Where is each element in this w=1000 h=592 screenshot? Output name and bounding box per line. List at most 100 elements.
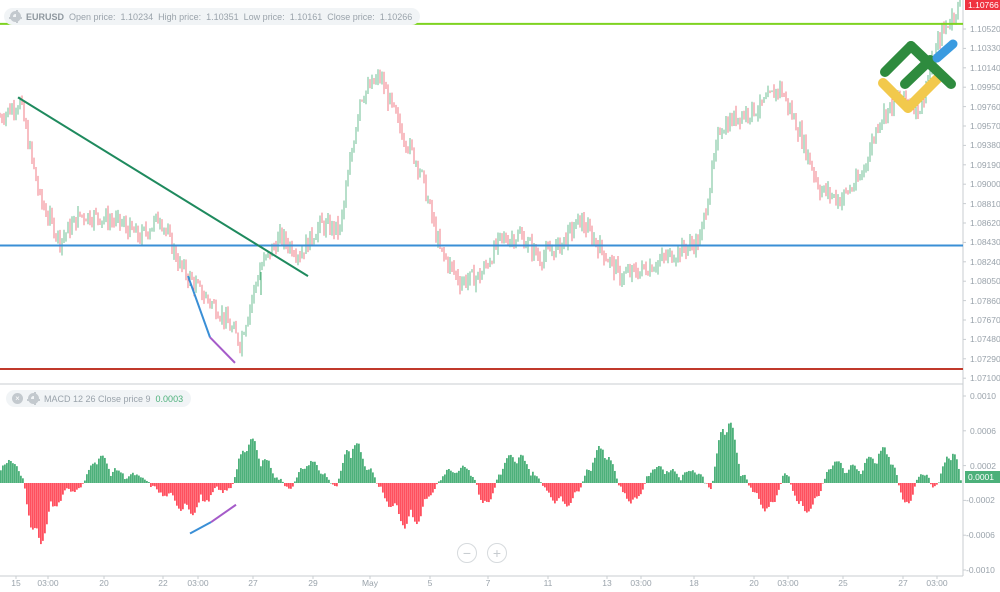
macd-bar: [652, 469, 654, 483]
macd-bar: [108, 468, 110, 483]
time-tick-label: 25: [838, 578, 848, 588]
macd-bar: [436, 483, 438, 485]
price-tick-label: 1.07670: [970, 315, 1000, 325]
macd-bar: [860, 474, 862, 483]
macd-tick-label: -0.0002: [966, 495, 995, 506]
macd-bar: [792, 483, 794, 491]
macd-bar: [120, 472, 122, 483]
macd-bar: [518, 457, 520, 483]
macd-bar: [70, 483, 72, 492]
macd-bar: [520, 454, 522, 483]
macd-bar: [196, 483, 198, 508]
zoom-in-button[interactable]: +: [487, 543, 507, 563]
macd-bar: [774, 483, 776, 502]
macd-bar: [134, 475, 136, 483]
macd-bar: [616, 478, 618, 483]
macd-bar: [246, 451, 248, 483]
macd-bar: [52, 483, 54, 507]
macd-bar: [98, 458, 100, 483]
macd-bar: [646, 476, 648, 483]
macd-bar: [456, 472, 458, 483]
macd-bar: [64, 483, 66, 491]
current-price-tag: 1.10766: [965, 0, 1000, 10]
macd-bar: [38, 483, 40, 538]
macd-bar: [550, 483, 552, 498]
macd-bar: [762, 483, 764, 509]
macd-bar: [678, 477, 680, 483]
macd-bar: [80, 483, 82, 488]
macd-bar: [90, 465, 92, 483]
macd-bar: [612, 464, 614, 483]
macd-bar: [754, 483, 756, 493]
macd-bar: [892, 464, 894, 483]
macd-bar: [854, 465, 856, 483]
macd-bar: [446, 469, 448, 483]
macd-bar: [174, 483, 176, 501]
macd-bar: [462, 465, 464, 483]
open-value: 1.10234: [120, 11, 154, 22]
macd-bar: [530, 475, 532, 483]
macd-bar: [722, 429, 724, 483]
macd-bar: [254, 441, 256, 483]
macd-bar: [326, 477, 328, 483]
macd-bar: [880, 450, 882, 483]
macd-bar: [146, 480, 148, 483]
gear-icon[interactable]: [27, 392, 40, 405]
macd-bar: [738, 463, 740, 483]
macd-bar: [702, 476, 704, 483]
macd-bar: [498, 474, 500, 483]
macd-bar: [150, 483, 152, 488]
macd-bar: [272, 473, 274, 483]
time-tick-label: 03:00: [926, 578, 948, 588]
macd-bar: [34, 483, 36, 529]
zoom-out-button[interactable]: −: [457, 543, 477, 563]
macd-bar: [240, 454, 242, 483]
macd-bar: [414, 483, 416, 522]
close-icon[interactable]: ×: [12, 393, 23, 404]
macd-bar: [228, 483, 230, 489]
macd-bar: [374, 477, 376, 483]
macd-bar: [154, 483, 156, 487]
macd-bar: [528, 469, 530, 483]
macd-bar: [834, 461, 836, 483]
macd-bar: [400, 483, 402, 522]
macd-bar: [622, 483, 624, 493]
macd-bar: [132, 472, 134, 483]
macd-bar: [872, 458, 874, 483]
macd-bar: [158, 483, 160, 493]
macd-bar: [284, 483, 286, 487]
macd-bar: [360, 452, 362, 483]
macd-bar: [568, 483, 570, 506]
macd-bar: [826, 471, 828, 483]
macd-bar: [332, 483, 334, 485]
macd-bar: [198, 483, 200, 503]
macd-bar: [728, 423, 730, 483]
macd-bar: [532, 471, 534, 483]
macd-bar: [638, 483, 640, 497]
macd-bar: [864, 462, 866, 483]
macd-bar: [472, 477, 474, 483]
macd-bar: [442, 476, 444, 483]
macd-bar: [62, 483, 64, 495]
macd-bar: [8, 459, 10, 483]
macd-bar: [166, 483, 168, 497]
macd-tick-label: 0.0006: [970, 425, 996, 436]
current-macd-tag: 0.0001: [965, 471, 1000, 483]
macd-bar: [110, 475, 112, 483]
macd-bar: [718, 440, 720, 483]
macd-bar: [560, 483, 562, 497]
time-tick-label: 29: [308, 578, 318, 588]
macd-bar: [430, 483, 432, 496]
gear-icon[interactable]: [9, 10, 22, 23]
macd-bar: [438, 481, 440, 483]
macd-bar: [486, 483, 488, 502]
macd-bar: [470, 475, 472, 483]
divergence-line: [187, 275, 211, 338]
macd-bar: [252, 438, 254, 483]
macd-bar: [28, 483, 30, 516]
macd-bar: [30, 483, 32, 528]
macd-bar: [4, 464, 6, 483]
macd-bar: [586, 469, 588, 483]
macd-bar: [170, 483, 172, 493]
